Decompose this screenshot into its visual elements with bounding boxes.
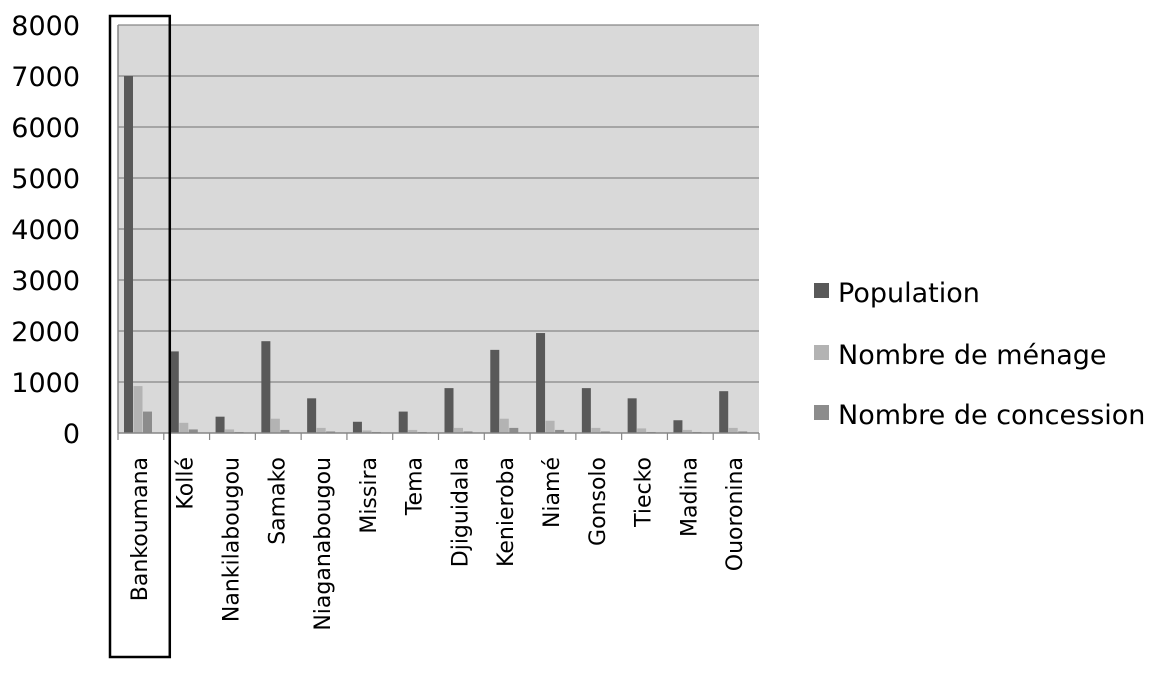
bar-menage	[545, 420, 555, 433]
bar-population	[536, 333, 546, 433]
bar-menage	[454, 427, 463, 433]
legend-swatch	[814, 405, 829, 420]
bar-concession	[600, 431, 610, 433]
bar-population	[307, 398, 317, 433]
y-tick-label: 1000	[11, 368, 80, 399]
legend-label: Nombre de ménage	[838, 340, 1107, 371]
gridlines	[118, 24, 759, 383]
bar-menage	[591, 427, 601, 433]
category-label: Tema	[403, 457, 428, 516]
bar-menage	[408, 429, 418, 433]
x-ticks	[117, 433, 760, 440]
bar-menage	[270, 418, 280, 433]
bar-concession	[509, 427, 519, 433]
y-tick-label: 0	[63, 419, 80, 450]
bar-menage	[499, 418, 509, 433]
bar-concession	[280, 429, 290, 433]
category-label: Niaganabougou	[311, 457, 336, 631]
category-label: Ouoronina	[723, 457, 748, 571]
y-tick-label: 7000	[11, 62, 80, 93]
bar-population	[169, 351, 179, 433]
bar-menage	[179, 422, 189, 433]
bar-menage	[316, 427, 326, 433]
category-label: Tiecko	[632, 457, 657, 528]
legend-swatch	[814, 283, 829, 298]
y-tick-label: 2000	[11, 317, 80, 348]
bar-population	[673, 420, 683, 433]
bar-population	[398, 411, 408, 433]
bar-menage	[133, 386, 143, 433]
y-tick-labels: 0 1000 2000 3000 4000 5000 6000 7000 8000	[11, 11, 80, 450]
legend-label: Population	[838, 278, 980, 309]
bar-population	[581, 388, 591, 433]
y-tick-label: 4000	[11, 215, 80, 246]
legend: Population Nombre de ménage Nombre de conc…	[814, 278, 1145, 431]
bar-population	[352, 421, 362, 433]
bar-population	[627, 398, 637, 433]
category-label: Bankoumana	[128, 457, 153, 601]
bar-menage	[728, 427, 738, 433]
category-label: Samako	[265, 457, 290, 545]
highlight-box	[108, 14, 172, 659]
bar-concession	[143, 411, 152, 433]
bar-population	[261, 341, 271, 433]
bar-menage	[362, 430, 372, 433]
y-tick-label: 5000	[11, 164, 80, 195]
legend-label: Nombre de concession	[838, 400, 1145, 431]
category-label: Gonsolo	[586, 457, 611, 546]
legend-swatch	[814, 345, 829, 360]
category-label: Nankilabougou	[219, 457, 244, 622]
category-label: Missira	[357, 457, 382, 534]
bar-population	[215, 416, 225, 433]
y-tick-label: 3000	[11, 266, 80, 297]
bar-concession	[463, 431, 473, 433]
bar-population	[490, 349, 500, 433]
bar-menage	[637, 428, 647, 433]
category-label: Kenieroba	[494, 457, 519, 567]
y-tick-label: 6000	[11, 113, 80, 144]
category-label: Kollé	[174, 457, 199, 510]
category-labels: Bankoumana Kollé Nankilabougou Samako Niagan…	[128, 457, 748, 631]
bar-concession	[738, 431, 748, 433]
category-label: Djiguidala	[448, 457, 473, 567]
bar-menage	[225, 429, 235, 433]
bar-menage	[682, 429, 692, 433]
bar-concession	[188, 429, 198, 433]
bar-concession	[555, 429, 565, 433]
bar-concession	[326, 431, 336, 433]
bar-population	[124, 76, 133, 433]
category-label: Madina	[677, 457, 702, 537]
bar-population	[719, 391, 729, 433]
bar-population	[444, 388, 454, 433]
y-tick-label: 8000	[11, 11, 80, 42]
category-label: Niamé	[540, 457, 565, 528]
